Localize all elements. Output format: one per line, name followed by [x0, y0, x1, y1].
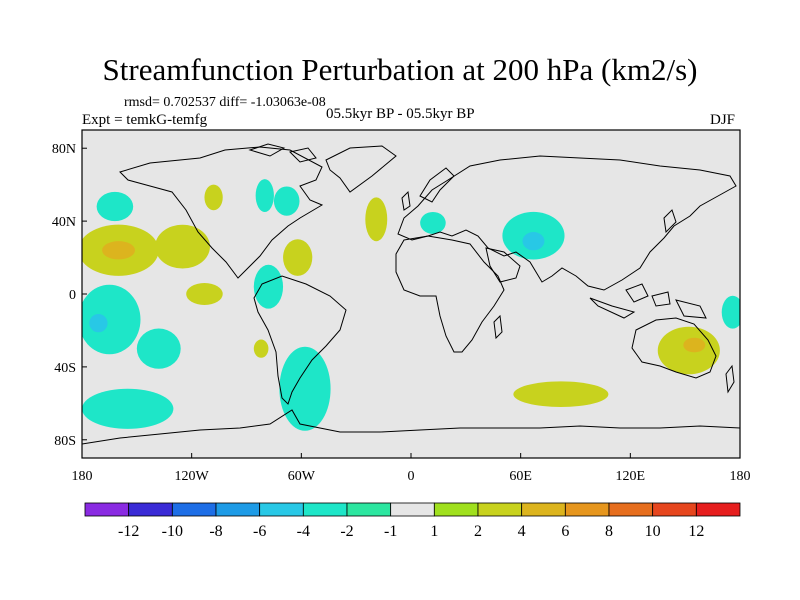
positive-anomaly-region: [683, 337, 706, 353]
lon-tick-label: 120W: [175, 469, 210, 484]
colorbar-label: -2: [340, 523, 353, 540]
period-label: 05.5kyr BP - 05.5kyr BP: [326, 106, 475, 122]
colorbar-label: 8: [605, 523, 613, 540]
positive-anomaly-region: [204, 184, 223, 211]
negative-anomaly-region: [279, 346, 331, 431]
colorbar-swatch: [171, 502, 217, 517]
colorbar-label: -6: [253, 523, 266, 540]
colorbar-swatch: [84, 502, 130, 517]
negative-anomaly-region: [136, 328, 181, 369]
colorbar-label: 4: [518, 523, 526, 540]
negative-anomaly-region: [89, 314, 108, 333]
positive-anomaly-region: [283, 239, 313, 276]
lat-tick-label: 0: [69, 288, 76, 303]
colorbar-swatch: [346, 502, 392, 517]
colorbar-swatch: [652, 502, 697, 517]
negative-anomaly-region: [420, 211, 446, 234]
colorbar-label: -12: [118, 523, 139, 540]
lat-tick-label: 80S: [54, 434, 76, 449]
colorbar: -12 -10 -8 -6 -4 -2 -1 1 2 4 6 8 10 12: [84, 502, 741, 540]
positive-anomaly-region: [102, 241, 136, 260]
lat-tick-label: 40N: [52, 215, 76, 230]
positive-anomaly-region: [155, 224, 210, 269]
negative-anomaly-region: [273, 186, 300, 216]
colorbar-swatch: [302, 502, 348, 517]
lon-tick-label: 60E: [509, 469, 532, 484]
colorbar-label: -10: [162, 523, 183, 540]
positive-anomaly-region: [186, 283, 223, 305]
colorbar-swatch: [695, 502, 741, 517]
lon-tick-label: 120E: [616, 469, 646, 484]
colorbar-label: 12: [688, 523, 704, 540]
lon-tick-label: 0: [408, 469, 415, 484]
lat-tick-label: 80N: [52, 142, 76, 157]
experiment-label: Expt = temkG-temfg: [82, 112, 208, 128]
colorbar-swatch: [608, 502, 654, 517]
colorbar-label: 1: [430, 523, 438, 540]
coastlines: [82, 143, 740, 445]
lon-tick-label: 60W: [288, 469, 316, 484]
colorbar-label: -8: [209, 523, 222, 540]
colorbar-swatch: [390, 502, 435, 517]
negative-anomaly-region: [82, 388, 174, 429]
colorbar-label: 2: [474, 523, 482, 540]
colorbar-swatch: [259, 502, 304, 517]
negative-anomaly-region: [96, 191, 134, 222]
figure-title: Streamfunction Perturbation at 200 hPa (…: [102, 52, 698, 87]
colorbar-label: -4: [297, 523, 310, 540]
lat-tick-label: 40S: [54, 361, 76, 376]
positive-anomaly-region: [513, 381, 609, 408]
colorbar-swatch: [433, 502, 479, 517]
colorbar-swatch: [128, 502, 173, 517]
negative-anomaly-region: [82, 284, 141, 355]
lon-tick-label: 180: [730, 469, 751, 484]
axis-ticks: 180 120W 60W 0 60E 120E 180 80N 40N 0 40S 80S: [52, 142, 751, 484]
colorbar-swatch: [477, 502, 523, 517]
negative-anomaly-region: [721, 295, 740, 329]
map-background: [82, 130, 740, 458]
colorbar-label: 10: [645, 523, 661, 540]
anomaly-layer: [82, 179, 740, 431]
positive-anomaly-region: [365, 197, 388, 242]
rmsd-diff-text: rmsd= 0.702537 diff= -1.03063e-08: [124, 95, 326, 110]
colorbar-swatch: [215, 502, 261, 517]
lon-tick-label: 180: [72, 469, 93, 484]
negative-anomaly-region: [522, 232, 545, 251]
positive-anomaly-region: [253, 339, 269, 358]
season-label: DJF: [710, 112, 736, 128]
colorbar-swatch: [564, 502, 610, 517]
negative-anomaly-region: [253, 264, 284, 309]
colorbar-label: -1: [384, 523, 397, 540]
colorbar-label: 6: [561, 523, 569, 540]
colorbar-swatch: [521, 502, 566, 517]
negative-anomaly-region: [255, 179, 274, 213]
